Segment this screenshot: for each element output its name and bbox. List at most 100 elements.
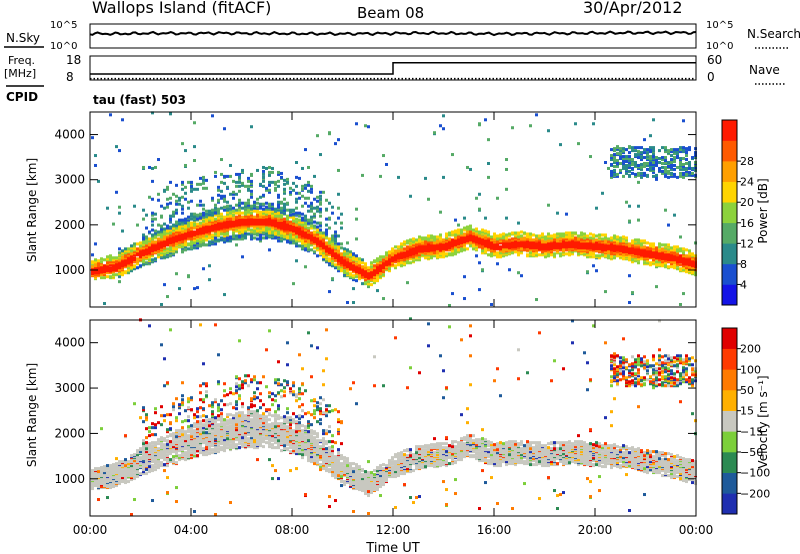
- power-heatmap-cell: [550, 253, 553, 257]
- power-heatmap-cell: [667, 265, 670, 269]
- power-heatmap-cell: [649, 148, 652, 152]
- power-heatmap-cell: [238, 213, 241, 217]
- power-heatmap-cell: [217, 188, 220, 192]
- power-heatmap-cell: [172, 231, 175, 235]
- power-heatmap-cell: [322, 257, 325, 261]
- power-heatmap-cell: [355, 122, 358, 126]
- power-heatmap-cell: [640, 239, 643, 243]
- power-heatmap-cell: [682, 261, 685, 265]
- power-heatmap-cell: [193, 238, 196, 242]
- power-heatmap-cell: [298, 244, 301, 248]
- power-heatmap-cell: [598, 236, 601, 240]
- power-heatmap-cell: [580, 231, 583, 235]
- velocity-heatmap-cells: [91, 317, 697, 516]
- power-heatmap-cell: [502, 238, 505, 242]
- power-heatmap-cell: [223, 222, 226, 226]
- power-heatmap-cell: [250, 184, 253, 188]
- power-heatmap-cell: [181, 244, 184, 248]
- power-heatmap-cell: [460, 249, 463, 253]
- power-heatmap-cell: [286, 214, 289, 218]
- power-heatmap-cell: [355, 256, 358, 260]
- power-heatmap-cell: [652, 146, 655, 150]
- power-heatmap-cell: [337, 265, 340, 269]
- power-heatmap-cell: [202, 236, 205, 240]
- power-heatmap-cell: [517, 253, 520, 257]
- power-heatmap-cell: [172, 226, 175, 230]
- power-heatmap-cell: [448, 231, 451, 235]
- power-heatmap-cell: [595, 234, 598, 238]
- power-heatmap-cell: [307, 218, 310, 222]
- power-heatmap-cell: [109, 260, 112, 264]
- velocity-heatmap-cell: [136, 449, 139, 453]
- power-heatmap-cell: [133, 267, 136, 271]
- power-heatmap-cell: [262, 207, 265, 211]
- power-heatmap-cell: [298, 196, 301, 200]
- power-heatmap-cell: [271, 207, 274, 211]
- power-heatmap-cell: [94, 260, 97, 264]
- power-heatmap-cell: [178, 243, 181, 247]
- power-heatmap-cell: [550, 236, 553, 240]
- power-heatmap-cell: [256, 168, 259, 172]
- power-heatmap-cell: [262, 231, 265, 235]
- power-heatmap-cell: [610, 252, 613, 256]
- power-heatmap-cell: [304, 196, 307, 200]
- power-heatmap-cell: [112, 260, 115, 264]
- power-heatmap-cell: [556, 237, 559, 241]
- power-heatmap-cell: [187, 236, 190, 240]
- power-heatmap-cell: [295, 184, 298, 188]
- power-heatmap-cell: [277, 195, 280, 199]
- power-heatmap-cell: [232, 179, 235, 183]
- power-heatmap-cell: [298, 211, 301, 215]
- power-heatmap-cell: [556, 244, 559, 248]
- power-heatmap-cell: [166, 226, 169, 230]
- power-heatmap-cell: [364, 266, 367, 270]
- power-heatmap-cell: [628, 159, 631, 163]
- power-heatmap-cell: [190, 217, 193, 221]
- power-heatmap-cell: [391, 249, 394, 253]
- power-heatmap-cell: [691, 257, 694, 261]
- power-heatmap-cell: [175, 237, 178, 241]
- power-heatmap-cell: [637, 146, 640, 150]
- power-heatmap-cell: [208, 218, 211, 222]
- power-heatmap-cell: [181, 207, 184, 211]
- power-heatmap-cell: [223, 205, 226, 209]
- power-heatmap-cell: [175, 208, 178, 212]
- power-heatmap-cell: [667, 164, 670, 168]
- power-heatmap-cell: [277, 235, 280, 239]
- power-heatmap-cell: [355, 254, 358, 258]
- power-heatmap-cell: [184, 225, 187, 229]
- power-heatmap-cell: [169, 180, 172, 184]
- power-y-axis-label: Slant Range [km]: [25, 158, 39, 262]
- power-heatmap-cell: [415, 240, 418, 244]
- power-heatmap-cell: [451, 230, 454, 234]
- power-heatmap-cell: [352, 252, 355, 256]
- power-heatmap-cell: [169, 254, 172, 258]
- power-heatmap-cell: [307, 196, 310, 200]
- power-heatmap-cell: [292, 282, 295, 286]
- power-heatmap-cell: [628, 274, 631, 278]
- power-heatmap-cell: [388, 266, 391, 270]
- power-heatmap-cell: [130, 244, 133, 248]
- power-heatmap-cell: [154, 212, 157, 216]
- power-heatmap-cell: [601, 237, 604, 241]
- power-heatmap-cell: [235, 180, 238, 184]
- power-heatmap-cell: [187, 180, 190, 184]
- power-heatmap-cell: [463, 228, 466, 232]
- power-heatmap-cell: [589, 248, 592, 252]
- power-heatmap-cell: [190, 221, 193, 225]
- power-heatmap-cell: [583, 252, 586, 256]
- power-heatmap-cell: [658, 157, 661, 161]
- power-heatmap-cell: [670, 148, 673, 152]
- power-heatmap-cell: [169, 231, 172, 235]
- power-heatmap-cell: [556, 232, 559, 236]
- power-heatmap-cell: [334, 265, 337, 269]
- power-heatmap-cell: [673, 264, 676, 268]
- power-heatmap-cell: [331, 259, 334, 263]
- power-heatmap-cell: [169, 217, 172, 221]
- power-heatmap-cell: [151, 252, 154, 256]
- power-heatmap-cell: [163, 227, 166, 231]
- power-heatmap-cell: [256, 213, 259, 217]
- power-heatmap-cell: [427, 234, 430, 238]
- velocity-heatmap-cell: [127, 460, 130, 464]
- power-heatmap-cell: [217, 185, 220, 189]
